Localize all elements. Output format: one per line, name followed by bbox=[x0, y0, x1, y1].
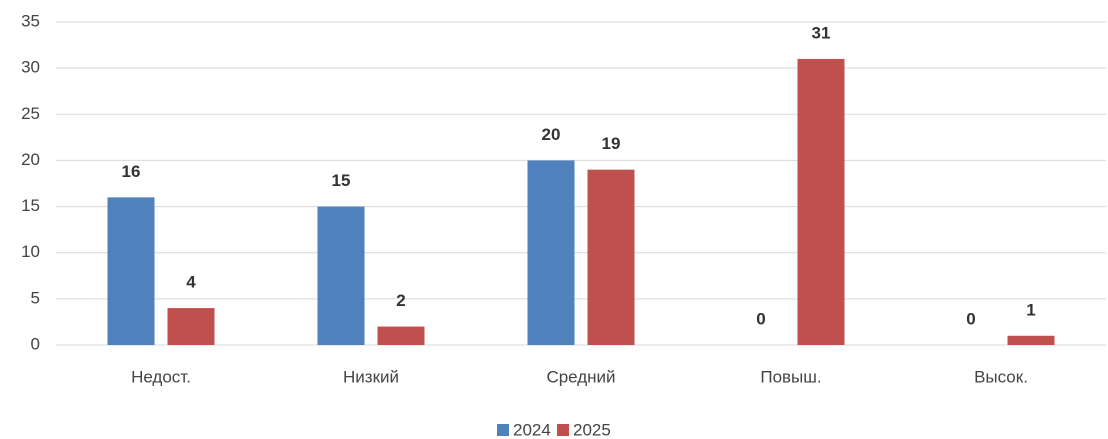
bar bbox=[797, 58, 845, 346]
y-tick-label: 10 bbox=[21, 242, 40, 261]
value-label: 0 bbox=[756, 309, 765, 328]
value-label: 15 bbox=[332, 171, 351, 190]
bar bbox=[587, 169, 635, 345]
legend-swatch bbox=[497, 424, 509, 436]
legend-label: 2024 bbox=[513, 420, 551, 439]
y-tick-label: 20 bbox=[21, 150, 40, 169]
y-tick-label: 30 bbox=[21, 58, 40, 77]
bar bbox=[377, 326, 425, 345]
value-label: 4 bbox=[186, 273, 196, 292]
value-label: 1 bbox=[1026, 300, 1035, 319]
x-tick-label: Высок. bbox=[974, 367, 1028, 386]
value-label: 2 bbox=[396, 291, 405, 310]
legend-swatch bbox=[557, 424, 569, 436]
x-tick-label: Недост. bbox=[131, 367, 191, 386]
y-tick-label: 25 bbox=[21, 104, 40, 123]
x-tick-label: Средний bbox=[546, 367, 615, 386]
value-label: 16 bbox=[122, 162, 141, 181]
value-label: 0 bbox=[966, 309, 975, 328]
value-label: 19 bbox=[602, 134, 621, 153]
value-label: 31 bbox=[812, 23, 831, 42]
legend-label: 2025 bbox=[573, 420, 611, 439]
y-tick-label: 0 bbox=[31, 334, 40, 353]
x-tick-label: Повыш. bbox=[760, 367, 821, 386]
y-tick-label: 35 bbox=[21, 11, 40, 30]
y-tick-label: 15 bbox=[21, 196, 40, 215]
bar bbox=[107, 197, 155, 345]
bar bbox=[1007, 335, 1055, 345]
value-label: 20 bbox=[542, 125, 561, 144]
bar bbox=[527, 160, 575, 345]
bar bbox=[167, 308, 215, 345]
y-tick-label: 5 bbox=[31, 288, 40, 307]
x-tick-label: Низкий bbox=[343, 367, 399, 386]
bar bbox=[317, 206, 365, 345]
